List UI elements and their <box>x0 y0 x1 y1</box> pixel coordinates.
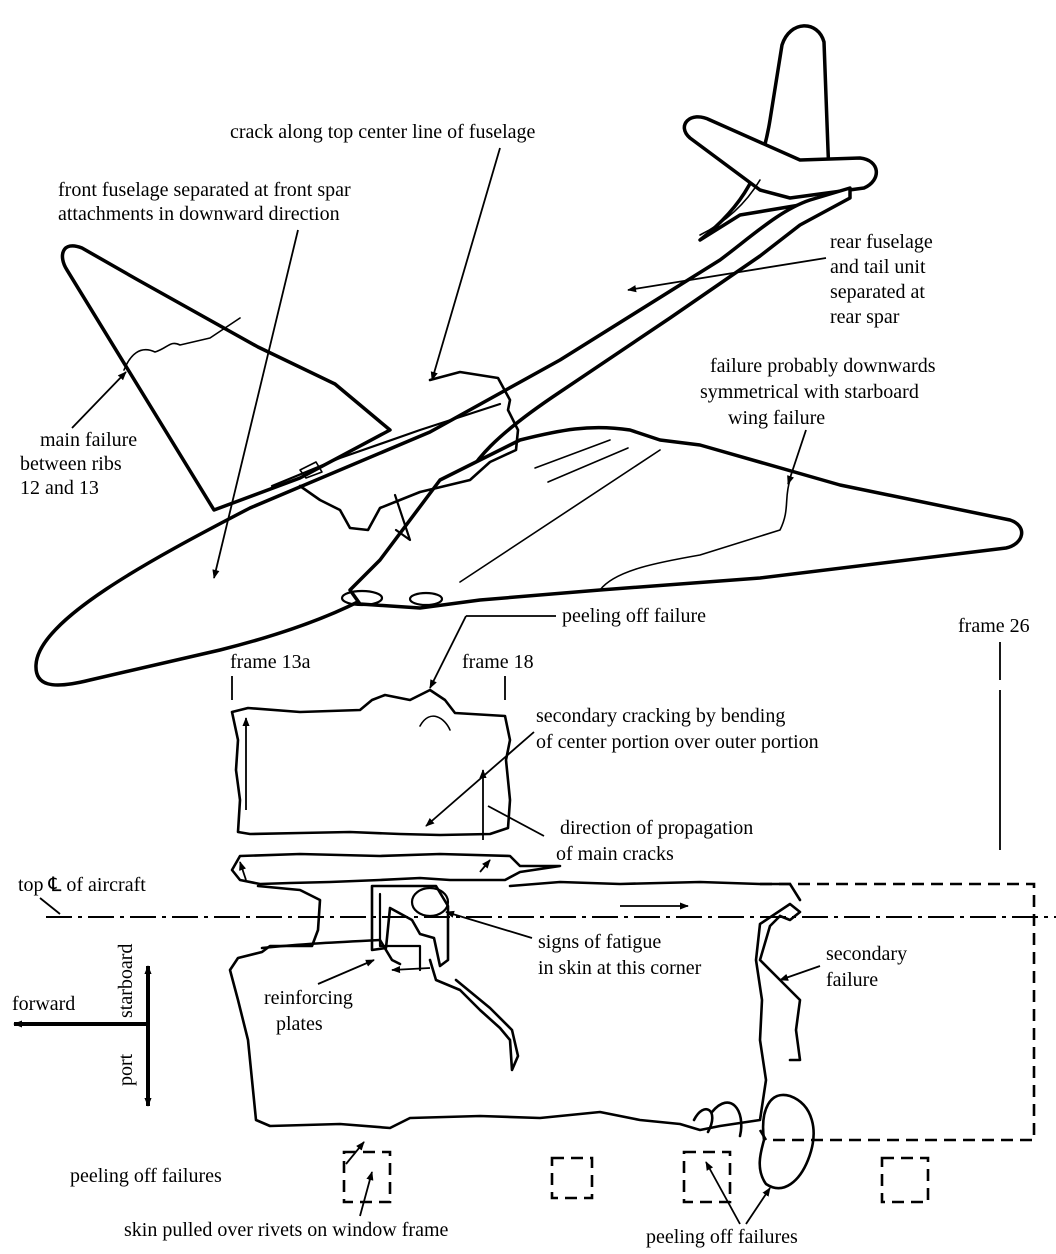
peeled-flap <box>230 688 512 837</box>
lower-strip <box>230 852 562 886</box>
leader-peeling-left <box>345 1141 365 1165</box>
reinforcing-plate-inner <box>378 892 422 972</box>
panel-line <box>393 493 412 542</box>
label-rear-sep-3: separated at <box>830 281 925 303</box>
label-failure-down-3: wing failure <box>728 407 825 429</box>
intake-left <box>340 589 384 607</box>
label-secondary-crack-2: of center portion over outer portion <box>536 731 819 753</box>
label-main-failure-1: main failure <box>40 429 137 451</box>
canopy-line <box>270 402 502 488</box>
fin-detail <box>699 179 761 236</box>
leader-failure-down <box>787 429 807 485</box>
left-wing <box>60 244 392 512</box>
label-top-cl: top ℄ of aircraft <box>18 874 146 896</box>
bottom-peel-loop <box>758 1093 815 1190</box>
leader-rear-sep <box>627 257 827 293</box>
label-reinforcing-1: reinforcing <box>264 987 353 1009</box>
label-peeling-top: peeling off failure <box>562 605 706 627</box>
label-front-sep-2: attachments in downward direction <box>58 203 340 225</box>
port-wing-failure-line <box>123 317 241 371</box>
label-frame-26: frame 26 <box>958 615 1030 637</box>
label-propagation-2: of main cracks <box>556 843 674 865</box>
canopy-detail <box>299 461 323 479</box>
flap-inner-crack <box>419 715 451 731</box>
secondary-failure-crack <box>758 914 802 1062</box>
arrow-left-small <box>391 965 431 974</box>
fuselage <box>34 186 852 687</box>
bottom-peel-mid <box>710 1101 743 1138</box>
right-wing <box>348 425 1024 610</box>
label-rear-sep-4: rear spar <box>830 306 900 328</box>
starboard-wing-failure-line <box>599 479 791 591</box>
reinforcing-plate-outline <box>370 884 450 968</box>
strip-arrow-right <box>479 859 491 873</box>
intake-right <box>408 591 444 607</box>
wing-stringer-2 <box>547 447 629 483</box>
label-rear-sep-1: rear fuselage <box>830 231 933 253</box>
window-frame-4 <box>880 1156 930 1204</box>
label-secondary-failure-2: failure <box>826 969 878 991</box>
leader-top-cl <box>39 897 61 915</box>
wing-stringer-3 <box>459 449 661 583</box>
leader-main-failure <box>71 371 127 429</box>
label-secondary-failure-1: secondary <box>826 943 907 965</box>
label-main-failure-2: between ribs <box>20 453 122 475</box>
leader-peeling-bottom-2 <box>745 1187 771 1225</box>
label-frame-13a: frame 13a <box>230 651 311 673</box>
label-failure-down-1: failure probably downwards <box>710 355 936 377</box>
leader-secondary-crack <box>425 731 535 827</box>
label-front-sep-1: front fuselage separated at front spar <box>58 179 351 201</box>
leader-front-sep <box>212 229 299 579</box>
centre-section-crack <box>298 370 520 532</box>
orientation-compass: forward starboard port <box>12 944 152 1107</box>
label-frame-18: frame 18 <box>462 651 534 673</box>
main-skin-panel <box>228 884 802 1132</box>
label-secondary-crack-1: secondary cracking by bending <box>536 705 785 727</box>
label-skin-pulled: skin pulled over rivets on window frame <box>124 1219 448 1241</box>
label-forward: forward <box>12 993 75 1015</box>
leader-propagation <box>487 805 545 837</box>
aircraft-drawing <box>34 24 1024 687</box>
tailplane <box>682 115 878 200</box>
leader-fatigue <box>445 910 533 939</box>
leader-skin-pulled <box>359 1171 374 1217</box>
label-main-failure-3: 12 and 13 <box>20 477 99 499</box>
label-starboard: starboard <box>115 944 137 1018</box>
label-fatigue-1: signs of fatigue <box>538 931 661 953</box>
leader-peeling-top <box>429 615 467 689</box>
fatigue-corner-circle <box>410 886 450 918</box>
label-propagation-1: direction of propagation <box>560 817 753 839</box>
label-reinforcing-2: plates <box>276 1013 323 1035</box>
leader-secondary-failure <box>779 965 821 981</box>
leader-reinforcing-1 <box>317 959 375 985</box>
window-frame-2 <box>550 1156 594 1200</box>
wing-stringer-1 <box>534 439 611 469</box>
label-crack-top: crack along top center line of fuselage <box>230 121 536 143</box>
torn-skin-strip <box>428 958 520 1072</box>
label-port: port <box>115 1053 137 1086</box>
label-peeling-left: peeling off failures <box>70 1165 222 1187</box>
label-rear-sep-2: and tail unit <box>830 256 926 278</box>
strip-arrow-left <box>239 861 247 881</box>
leader-crack-top <box>430 147 501 381</box>
window-frame-3 <box>682 1150 732 1204</box>
label-peeling-bottom: peeling off failures <box>646 1226 798 1248</box>
reinforcing-plate-strap <box>260 938 402 966</box>
panel-top-edge <box>508 880 802 902</box>
label-fatigue-2: in skin at this corner <box>538 957 702 979</box>
window-frame-1 <box>342 1150 392 1204</box>
label-failure-down-2: symmetrical with starboard <box>700 381 919 403</box>
bottom-peel-left <box>692 1108 714 1134</box>
leader-peeling-bottom-1 <box>705 1161 741 1225</box>
